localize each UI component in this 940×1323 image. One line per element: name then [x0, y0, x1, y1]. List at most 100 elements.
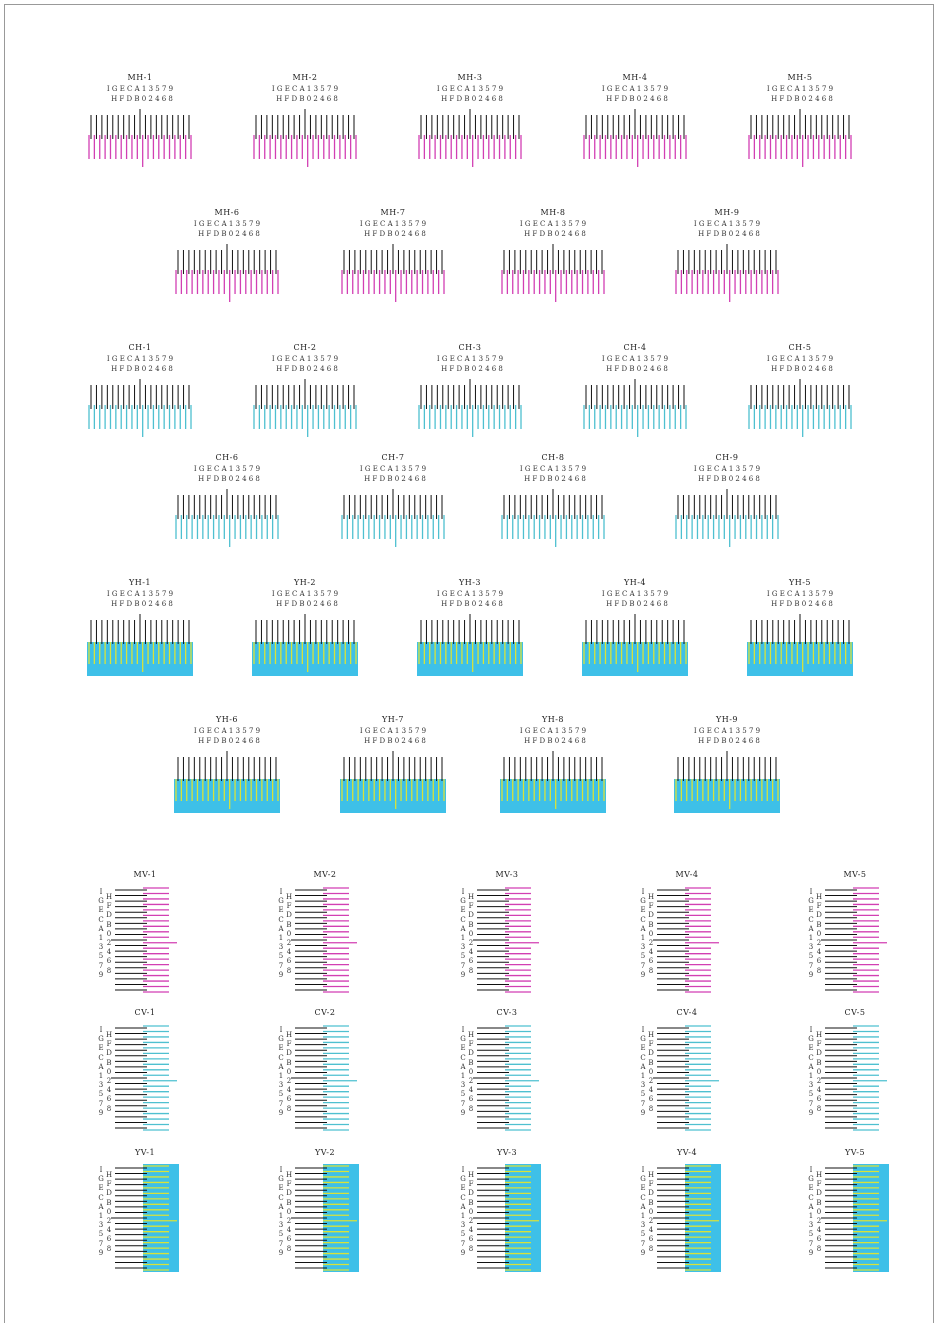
v-label: 2 — [816, 1217, 822, 1226]
v-label: 2 — [816, 939, 822, 948]
pattern-title: YH-2 — [293, 578, 317, 587]
scale-labels-even: H F D B 0 2 4 6 8 — [441, 95, 503, 103]
v-label: 3 — [640, 1081, 646, 1090]
v-label: 8 — [286, 1244, 292, 1253]
v-label: A — [278, 1202, 284, 1211]
v-label: F — [106, 1180, 112, 1189]
scale-labels-even: H F D B 0 2 4 6 8 — [276, 600, 338, 608]
v-label: 7 — [278, 1239, 284, 1248]
v-label: 5 — [808, 952, 814, 961]
v-label: 0 — [106, 929, 112, 938]
cyan-fill-block — [417, 642, 523, 676]
v-label: I — [641, 888, 645, 896]
pattern-title: YV-4 — [676, 1148, 698, 1157]
v-label: 2 — [286, 1217, 292, 1226]
v-label: 8 — [648, 1244, 654, 1253]
h-scale-pattern — [175, 244, 279, 302]
scale-labels-even: H F D B 0 2 4 6 8 — [698, 475, 760, 483]
v-label: 9 — [98, 1248, 104, 1257]
h-scale-pattern — [500, 751, 606, 813]
v-label: 8 — [648, 1104, 654, 1113]
pattern-title: CH-1 — [128, 343, 152, 352]
scale-labels-even: H F D B 0 2 4 6 8 — [441, 600, 503, 608]
v-label: E — [460, 1184, 466, 1193]
v-label: 9 — [278, 1108, 284, 1117]
scale-labels-odd: I G E C A 1 3 5 7 9 — [271, 355, 339, 363]
pattern-title: MV-2 — [313, 870, 337, 879]
v-label: 7 — [278, 961, 284, 970]
v-label: D — [648, 1049, 654, 1058]
h-scale-pattern — [501, 244, 605, 302]
v-label: 1 — [98, 1072, 104, 1081]
pattern-title: CH-8 — [541, 453, 565, 462]
h-scale-pattern — [418, 379, 522, 437]
v-label: 4 — [468, 948, 474, 957]
v-label: B — [106, 920, 112, 929]
pattern-title: YH-5 — [788, 578, 812, 587]
pattern-title: MH-9 — [714, 208, 740, 217]
v-label: 2 — [648, 1077, 654, 1086]
v-label: C — [640, 1053, 646, 1062]
v-label: I — [809, 1026, 813, 1034]
v-label: 5 — [278, 1230, 284, 1239]
v-label: 6 — [106, 1235, 112, 1244]
v-label: I — [809, 888, 813, 896]
pattern-title: CH-5 — [788, 343, 812, 352]
v-label: 1 — [278, 1212, 284, 1221]
v-label: 1 — [98, 934, 104, 943]
v-label: 9 — [98, 1108, 104, 1117]
v-label: 5 — [808, 1090, 814, 1099]
scale-labels-even: H F D B 0 2 4 6 8 — [771, 95, 833, 103]
v-label: C — [808, 1193, 814, 1202]
v-label: F — [816, 902, 822, 911]
v-label: 3 — [460, 1081, 466, 1090]
v-label: 9 — [98, 970, 104, 979]
pattern-title: MH-4 — [622, 73, 648, 82]
v-label: 6 — [816, 1235, 822, 1244]
cyan-fill-block — [582, 642, 688, 676]
v-label: C — [460, 915, 466, 924]
scale-labels-odd: I G E C A 1 3 5 7 9 — [766, 590, 834, 598]
v-label: E — [640, 1044, 646, 1053]
cyan-fill-block — [323, 1164, 359, 1272]
v-label: 5 — [460, 1230, 466, 1239]
v-label: I — [99, 1166, 103, 1174]
scale-labels-odd: I G E C A 1 3 5 7 9 — [359, 465, 427, 473]
scale-labels-even: H F D B 0 2 4 6 8 — [364, 475, 426, 483]
v-label: D — [816, 1049, 822, 1058]
v-label: 2 — [468, 1217, 474, 1226]
pattern-title: CH-3 — [458, 343, 482, 352]
cyan-fill-block — [674, 779, 780, 813]
v-label: 3 — [808, 1221, 814, 1230]
v-label: E — [460, 1044, 466, 1053]
pattern-title: MH-6 — [214, 208, 240, 217]
pattern-title: YV-3 — [496, 1148, 518, 1157]
v-label: A — [460, 924, 466, 933]
h-scale-pattern — [748, 109, 852, 167]
v-label: 0 — [106, 1067, 112, 1076]
h-scale-pattern — [417, 614, 523, 676]
v-label: 6 — [468, 1235, 474, 1244]
v-scale-pattern — [473, 887, 539, 993]
v-label: 6 — [286, 1235, 292, 1244]
v-label: 0 — [286, 929, 292, 938]
cyan-fill-block — [505, 1164, 541, 1272]
v-label: G — [98, 1035, 104, 1044]
scale-labels-odd: I G E C A 1 3 5 7 9 — [193, 465, 261, 473]
scale-labels-odd: I G E C A 1 3 5 7 9 — [693, 465, 761, 473]
v-label: 6 — [106, 957, 112, 966]
v-label: C — [98, 1193, 104, 1202]
v-label: 4 — [286, 1226, 292, 1235]
v-label: 1 — [278, 934, 284, 943]
v-scale-pattern — [291, 1164, 359, 1272]
scale-labels-even: H F D B 0 2 4 6 8 — [771, 600, 833, 608]
v-label: G — [278, 1175, 284, 1184]
scale-labels-even: H F D B 0 2 4 6 8 — [698, 230, 760, 238]
